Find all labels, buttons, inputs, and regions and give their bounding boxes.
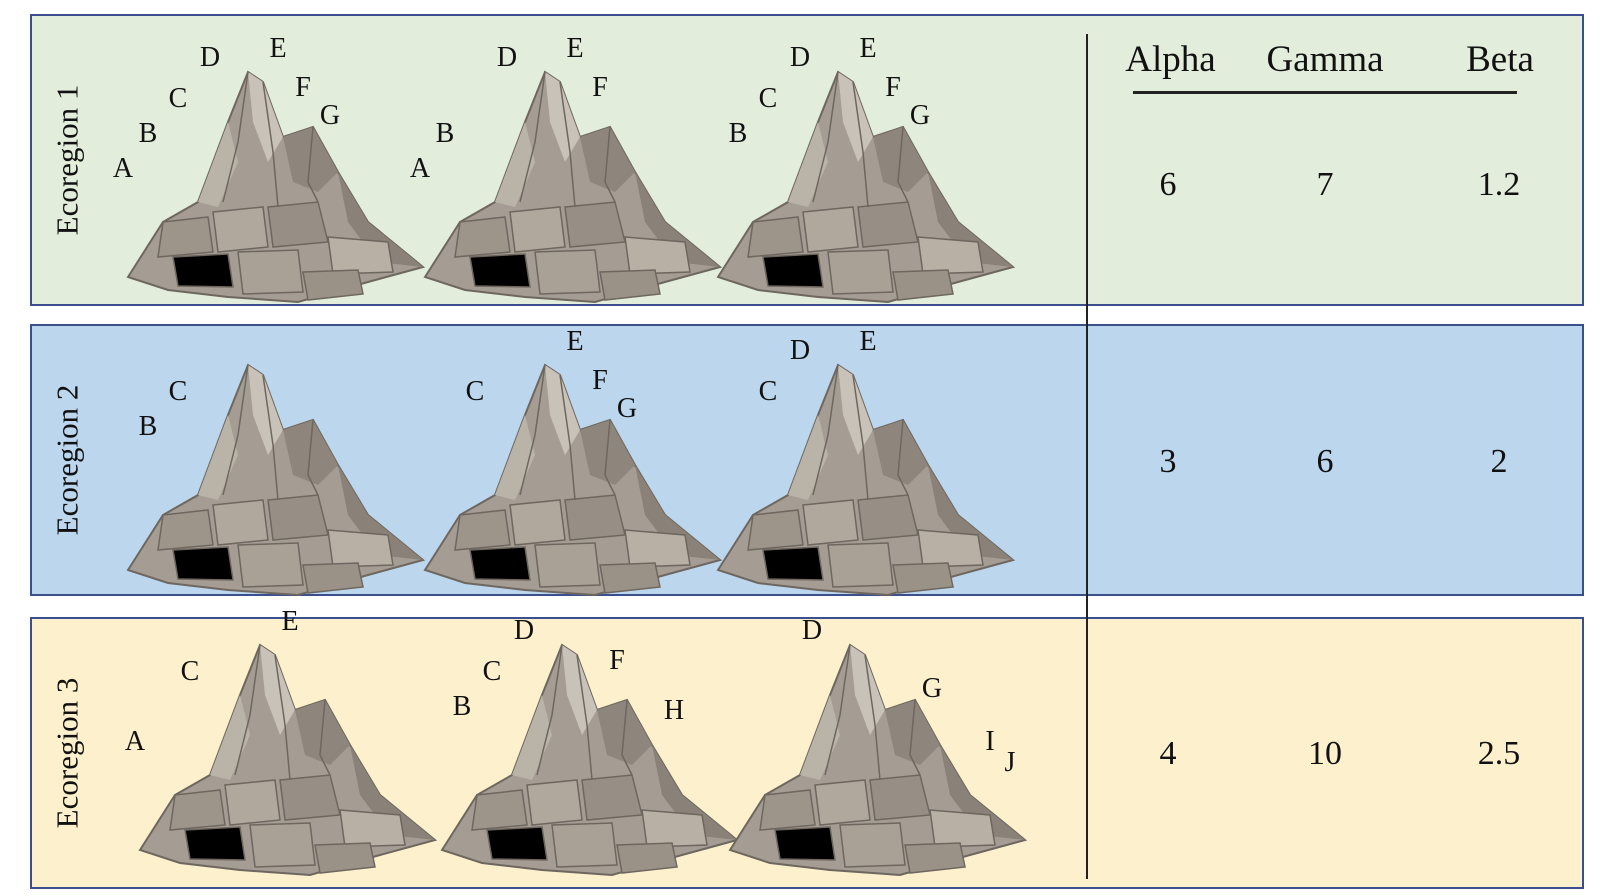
ecoregion-3-mountain-3-species-J: J (1005, 747, 1016, 778)
table-divider (1086, 34, 1088, 879)
ecoregion-3-gamma: 10 (1308, 735, 1342, 772)
alpha-header: Alpha (1125, 39, 1216, 80)
ecoregion-2-mountain-2-species-F: F (592, 365, 608, 396)
ecoregion-1-gamma: 7 (1316, 166, 1334, 203)
ecoregion-2-alpha: 3 (1159, 443, 1177, 480)
ecoregion-3-mountain-2-species-H: H (664, 695, 684, 726)
ecoregion-1-mountain-2-species-F: F (592, 72, 608, 103)
ecoregion-2-mountain-2-species-C: C (466, 376, 485, 407)
ecoregion-1-mountain-1-species-G: G (320, 100, 340, 131)
ecoregion-1-alpha: 6 (1159, 166, 1177, 203)
ecoregion-3-mountain-2-species-D: D (514, 615, 534, 646)
ecoregion-2-mountain-3-species-C: C (759, 376, 778, 407)
ecoregion-2-mountain-1-species-C: C (169, 376, 188, 407)
ecoregion-1-mountain-3-species-C: C (759, 83, 778, 114)
ecoregion-3-mountain-2-species-B: B (453, 691, 472, 722)
ecoregion-1-beta: 1.2 (1477, 166, 1521, 203)
ecoregion-1-mountain-3-species-B: B (729, 118, 748, 149)
ecoregion-1-mountain-2-species-B: B (436, 118, 455, 149)
ecoregion-1-mountain-2-species-E: E (566, 33, 583, 64)
ecoregion-1-mountain-1-species-A: A (113, 153, 134, 184)
header-rule (1133, 91, 1517, 94)
ecoregion-3-alpha: 4 (1159, 735, 1177, 772)
ecoregion-1-mountain-1-species-B: B (139, 118, 158, 149)
ecoregion-3-mountain-2-species-F: F (609, 645, 625, 676)
ecoregion-1-mountain-3-species-F: F (885, 72, 901, 103)
ecoregion-2-mountain-1-species-B: B (139, 411, 158, 442)
ecoregion-2-mountain-3-species-D: D (790, 335, 810, 366)
ecoregion-1-mountain-1-species-E: E (269, 33, 286, 64)
ecoregion-1-mountain-2-species-D: D (497, 42, 517, 73)
beta-header: Beta (1466, 39, 1534, 80)
ecoregion-2-mountain-3-species-E: E (859, 326, 876, 357)
ecoregion-1-mountain-3-species-E: E (859, 33, 876, 64)
ecoregion-2-mountain-2-species-G: G (617, 393, 637, 424)
ecoregion-1-mountain-3-species-G: G (910, 100, 930, 131)
ecoregion-3-mountain-1-species-C: C (181, 656, 200, 687)
ecoregion-1-mountain-3-species-D: D (790, 42, 810, 73)
ecoregion-3-mountain-1-species-E: E (281, 606, 298, 637)
ecoregion-3-mountain-1-species-A: A (125, 726, 146, 757)
gamma-header: Gamma (1266, 39, 1384, 80)
ecoregion-2-mountain-2-species-E: E (566, 326, 583, 357)
ecoregion-1-mountain-1-species-D: D (200, 42, 220, 73)
ecoregion-1-mountain-2 (424, 71, 721, 303)
ecoregion-3-mountain-3-species-I: I (985, 726, 994, 757)
ecoregion-3-mountain-3 (729, 644, 1026, 876)
ecoregion-1-mountain-1-species-C: C (169, 83, 188, 114)
ecoregion-1-mountain-2-species-A: A (410, 153, 431, 184)
ecoregion-3-beta: 2.5 (1477, 735, 1521, 772)
ecoregion-3-mountain-3-species-D: D (802, 615, 822, 646)
ecoregion-3-mountain-3-species-G: G (922, 673, 942, 704)
ecoregion-3-mountain-2-species-C: C (483, 656, 502, 687)
ecoregion-1-mountain-1-species-F: F (295, 72, 311, 103)
ecoregion-2-gamma: 6 (1316, 443, 1334, 480)
ecoregion-2-beta: 2 (1490, 443, 1508, 480)
